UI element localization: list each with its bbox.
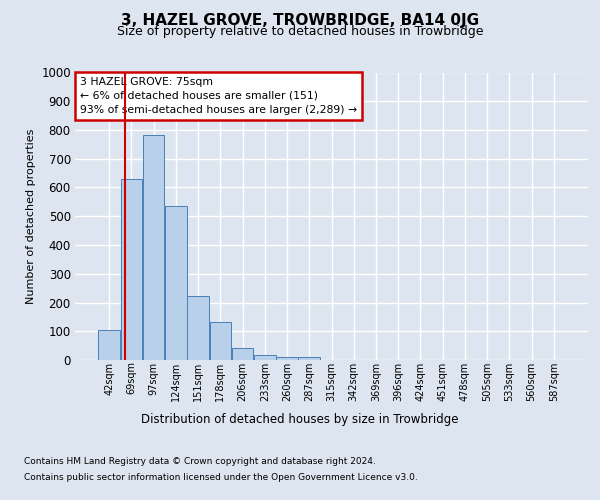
Bar (143, 135, 164, 360)
Bar (232, 348, 253, 360)
Text: Contains public sector information licensed under the Open Government Licence v3: Contains public sector information licen… (24, 472, 418, 482)
Bar (276, 357, 298, 360)
Bar (254, 355, 275, 360)
Text: 3, HAZEL GROVE, TROWBRIDGE, BA14 0JG: 3, HAZEL GROVE, TROWBRIDGE, BA14 0JG (121, 12, 479, 28)
Bar (209, 322, 231, 360)
Text: Size of property relative to detached houses in Trowbridge: Size of property relative to detached ho… (117, 25, 483, 38)
Text: Distribution of detached houses by size in Trowbridge: Distribution of detached houses by size … (141, 412, 459, 426)
Bar (165, 206, 187, 360)
Text: Contains HM Land Registry data © Crown copyright and database right 2024.: Contains HM Land Registry data © Crown c… (24, 458, 376, 466)
Bar (121, 180, 142, 360)
Bar (98, 330, 120, 360)
Bar (298, 356, 320, 360)
Text: 3 HAZEL GROVE: 75sqm
← 6% of detached houses are smaller (151)
93% of semi-detac: 3 HAZEL GROVE: 75sqm ← 6% of detached ho… (80, 77, 357, 115)
Y-axis label: Number of detached properties: Number of detached properties (26, 128, 35, 304)
Bar (187, 296, 209, 360)
